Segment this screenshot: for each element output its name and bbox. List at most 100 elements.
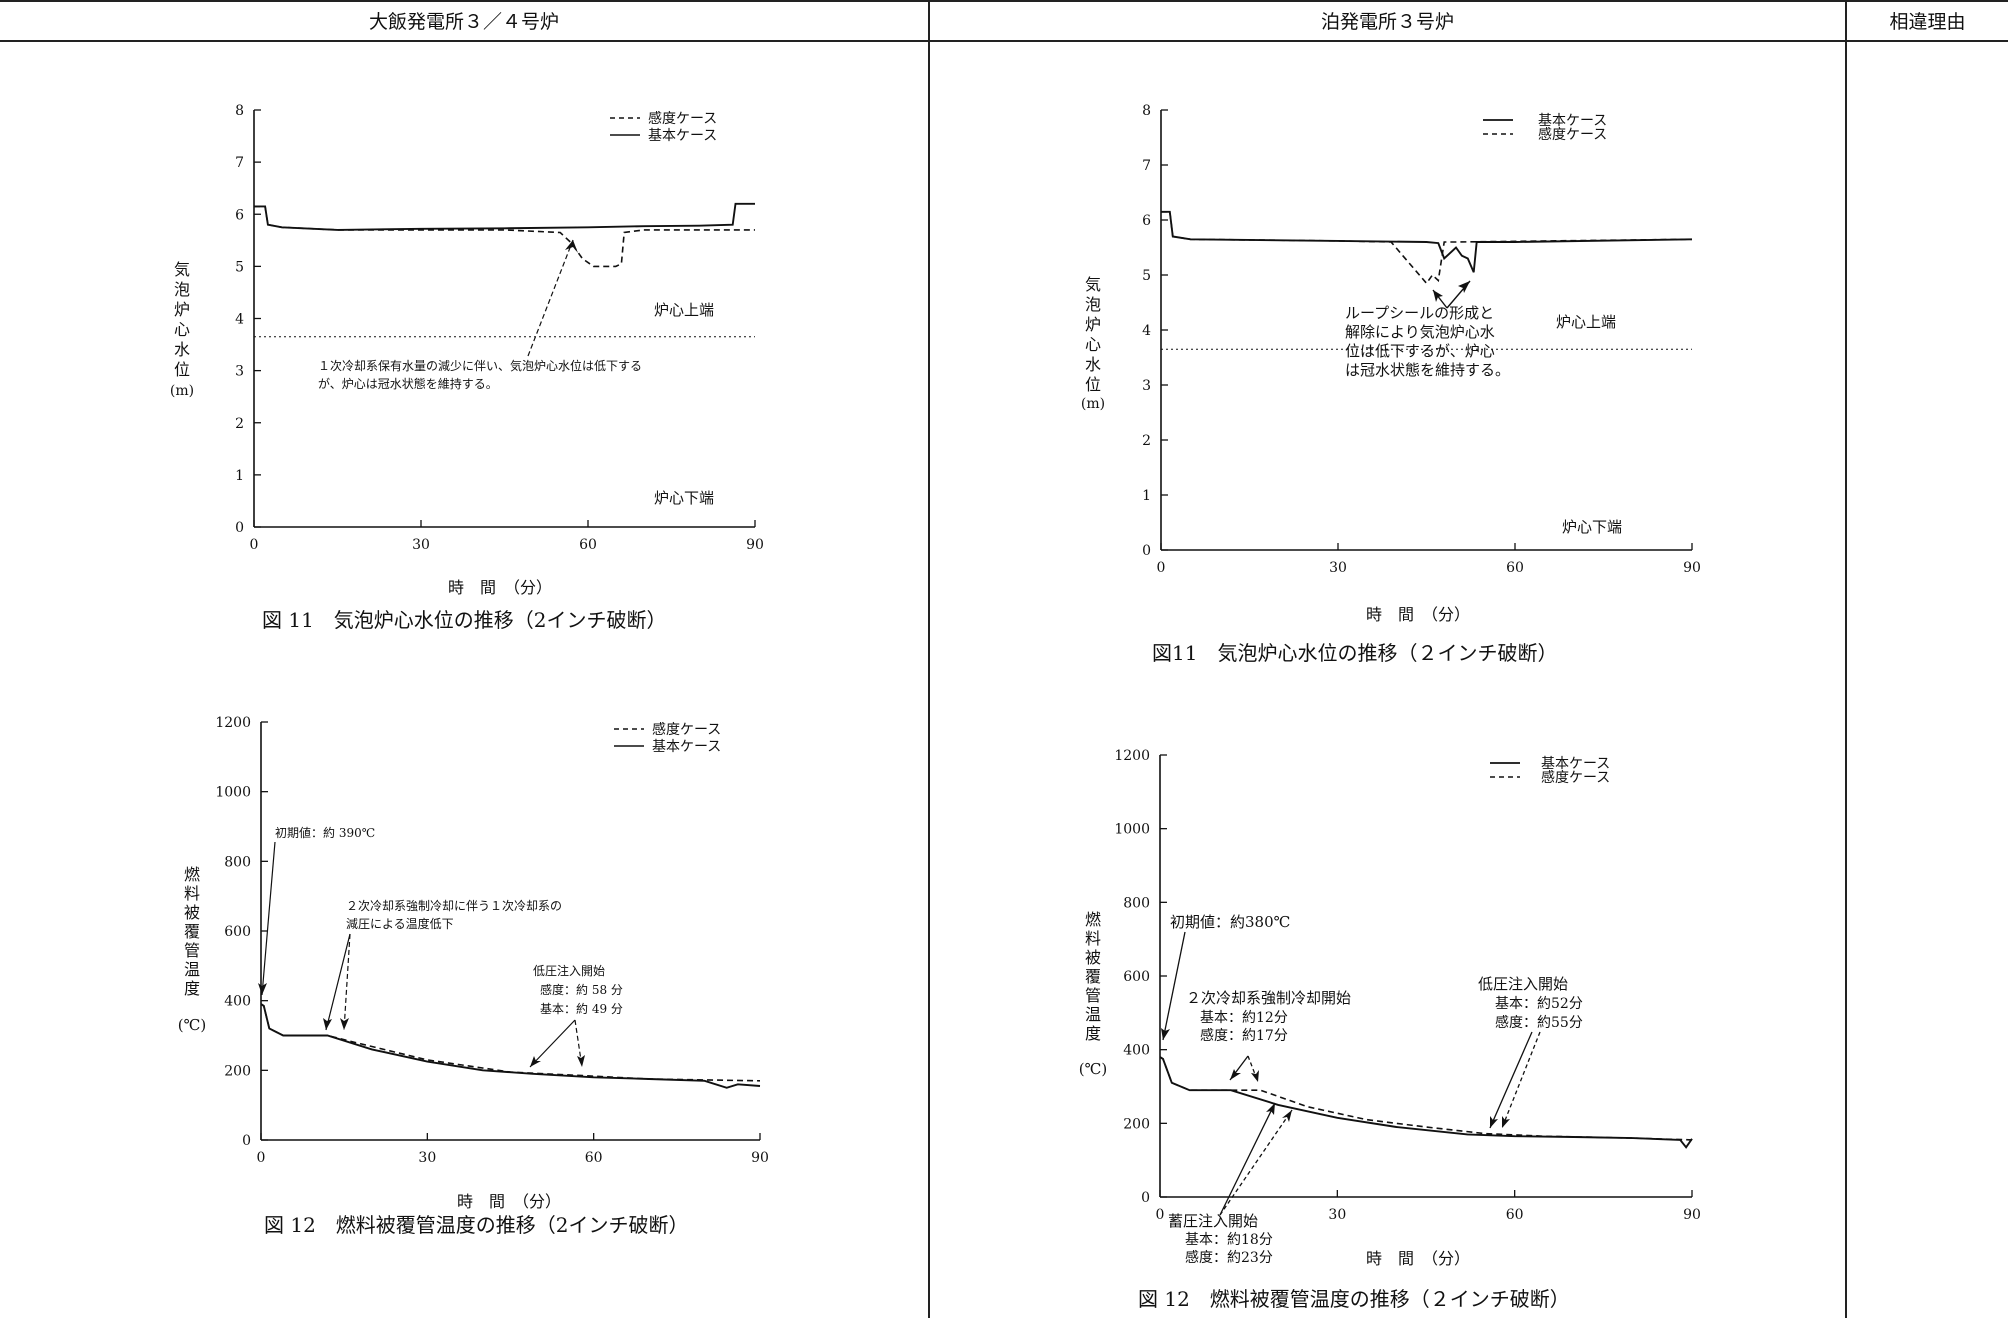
figure-caption: 図 12 燃料被覆管温度の推移（2インチ破断） [264, 1213, 689, 1237]
cooling-note-line-2: 減圧による温度低下 [346, 916, 454, 931]
y-tick-label: 400 [1123, 1043, 1150, 1059]
figure-caption: 図 11 気泡炉心水位の推移（2インチ破断） [262, 608, 667, 632]
y-tick-label: 2 [235, 416, 244, 432]
y-title-char: 炉 [174, 300, 190, 319]
y-tick-label: 1000 [215, 785, 251, 801]
x-axis-title: 時 間 （分） [1366, 605, 1470, 624]
column-header-reason: 相違理由 [1889, 10, 1966, 33]
annotation-line-1: ループシールの形成と [1345, 304, 1494, 322]
accumulator-base: 基本：約18分 [1185, 1231, 1273, 1248]
table-border-top [0, 0, 2008, 2]
x-tick-label: 60 [1506, 560, 1524, 576]
x-tick-label: 60 [579, 537, 597, 553]
y-tick-label: 4 [235, 312, 244, 328]
x-tick-label: 30 [1328, 1207, 1346, 1223]
y-tick-label: 8 [235, 103, 244, 119]
y-axis-title: 気 泡 炉 心 水 位 (m) [1081, 275, 1105, 412]
accumulator-arrowhead-dashed [1282, 1110, 1292, 1122]
legend: 基本ケース 感度ケース [1490, 755, 1610, 786]
y-tick-label: 6 [1142, 213, 1151, 229]
plot-area: 0 1 2 3 4 5 6 7 8 0 30 60 90 [1142, 103, 1701, 576]
series-line-sensitivity [260, 1003, 761, 1082]
x-tick-label: 0 [1157, 560, 1166, 576]
y-tick-label: 1200 [1114, 748, 1150, 764]
y-unit: (m) [1081, 396, 1105, 412]
y-title-char: 温 [1085, 1005, 1101, 1024]
y-title-char: 燃 [184, 865, 200, 884]
y-unit: (℃) [178, 1016, 206, 1034]
tomari-level-chart: 気 泡 炉 心 水 位 (m) 基本ケース 感度ケース 炉心上端 炉心下端 ルー… [1081, 103, 1701, 665]
figure-caption: 図 12 燃料被覆管温度の推移（２インチ破断） [1138, 1287, 1570, 1311]
y-title-char: 泡 [1085, 295, 1101, 314]
annotation-line-4: は冠水状態を維持する。 [1345, 361, 1510, 379]
annotation-arrowhead-right [1458, 281, 1470, 293]
y-tick-label: 3 [1142, 378, 1151, 394]
lpi-base: 基本：約 49 分 [540, 1001, 623, 1016]
legend-label-base: 基本ケース [1541, 755, 1610, 772]
x-tick-label: 90 [746, 537, 764, 553]
y-title-char: 炉 [1085, 315, 1101, 334]
y-tick-label: 0 [242, 1133, 251, 1149]
core-bottom-label: 炉心下端 [654, 489, 714, 507]
core-bottom-label: 炉心下端 [1562, 518, 1622, 536]
y-tick-label: 200 [1123, 1116, 1150, 1132]
y-title-char: 管 [1085, 986, 1101, 1005]
figure-caption: 図11 気泡炉心水位の推移（２インチ破断） [1152, 641, 1557, 665]
legend-label-base: 基本ケース [652, 738, 721, 755]
legend-label-sensitivity: 感度ケース [1538, 126, 1607, 143]
y-title-char: 心 [174, 320, 190, 339]
y-axis-title: 燃 料 被 覆 管 温 度 (℃) [1079, 910, 1107, 1078]
x-axis-title: 時 間 （分） [1366, 1249, 1470, 1268]
lpi-arrowhead-solid [1490, 1116, 1498, 1128]
x-tick-label: 90 [751, 1150, 769, 1166]
y-title-char: 位 [174, 360, 190, 379]
cooling-title: ２次冷却系強制冷却開始 [1186, 989, 1351, 1007]
y-title-char: 泡 [174, 280, 190, 299]
cooling-base: 基本：約12分 [1200, 1009, 1288, 1026]
initial-value-arrow [1162, 931, 1186, 1041]
cooling-arrowhead-solid [323, 1018, 332, 1030]
legend: 感度ケース 基本ケース [610, 110, 717, 144]
y-tick-label: 800 [224, 854, 251, 870]
column-divider-2 [1845, 0, 1847, 1318]
y-tick-label: 7 [235, 155, 244, 171]
x-tick-label: 30 [418, 1150, 436, 1166]
y-tick-label: 8 [1142, 103, 1151, 119]
plot-area: 0 1 2 3 4 5 6 7 8 0 30 60 90 [235, 103, 764, 553]
series-line-base [1161, 210, 1693, 273]
y-title-char: 被 [1085, 948, 1101, 967]
lpi-arrow-solid [529, 1019, 576, 1068]
y-title-char: 水 [1085, 355, 1101, 374]
annotation-line-2: が、炉心は冠水状態を維持する。 [318, 376, 498, 391]
y-title-char: 気 [1085, 275, 1101, 294]
accumulator-arrow-solid [1219, 1102, 1276, 1216]
y-tick-label: 800 [1123, 895, 1150, 911]
y-tick-label: 600 [224, 924, 251, 940]
accumulator-arrow-dashed [1219, 1109, 1293, 1216]
y-tick-label: 3 [235, 364, 244, 380]
column-header-tomari: 泊発電所３号炉 [1320, 10, 1454, 33]
accumulator-arrowhead-solid [1266, 1103, 1275, 1115]
y-tick-label: 6 [235, 207, 244, 223]
x-tick-label: 90 [1683, 1207, 1701, 1223]
y-tick-label: 0 [1141, 1190, 1150, 1206]
x-tick-label: 0 [250, 537, 259, 553]
y-title-char: 度 [1085, 1024, 1101, 1043]
cooling-arrow-dashed [343, 933, 351, 1031]
series-line-base [1159, 1056, 1693, 1149]
ohi-level-chart: 気 泡 炉 心 水 位 (m) 感度ケース 基本ケース 炉心上端 炉心下端 １次… [170, 103, 764, 632]
y-title-char: 水 [174, 340, 190, 359]
legend: 感度ケース 基本ケース [614, 721, 721, 755]
cooling-arrow-solid [325, 933, 351, 1031]
y-title-char: 覆 [184, 922, 200, 941]
y-tick-label: 4 [1142, 323, 1151, 339]
series-line-base [260, 1003, 761, 1089]
y-title-char: 位 [1085, 375, 1101, 394]
annotation-line-2: 解除により気泡炉心水 [1345, 323, 1495, 341]
accumulator-title: 蓄圧注入開始 [1168, 1212, 1258, 1230]
lpi-arrow-dashed [1501, 1031, 1541, 1129]
x-tick-label: 30 [1329, 560, 1347, 576]
legend-label-sensitivity: 感度ケース [1541, 769, 1610, 786]
annotation-line-3: 位は低下するが、炉心 [1345, 342, 1495, 360]
y-title-char: 度 [184, 979, 200, 998]
